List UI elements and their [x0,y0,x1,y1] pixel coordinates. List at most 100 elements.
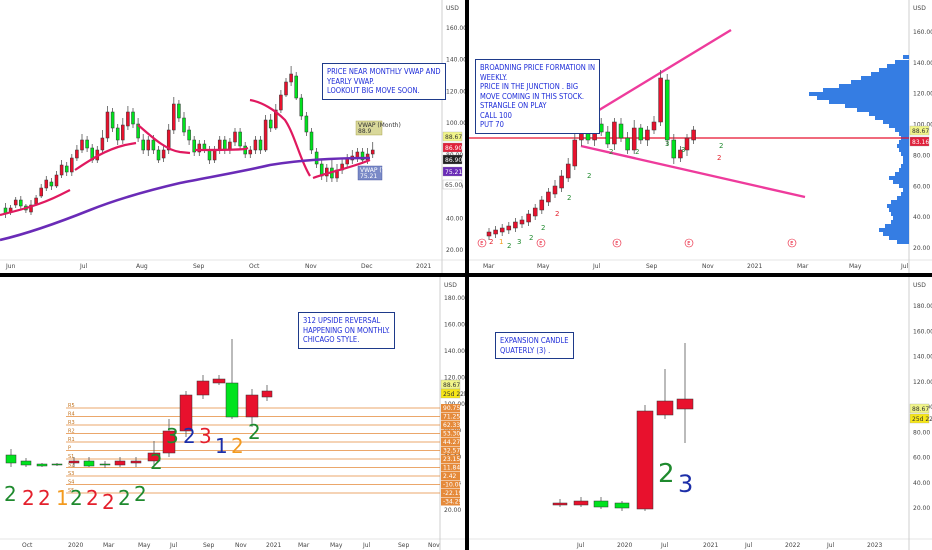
candle-body [546,191,551,203]
price-axis-label: 160.00 [444,322,465,329]
price-tag [909,403,930,414]
candle-body [309,131,314,151]
volume-profile-bar [899,184,909,188]
chart-panel-top-left[interactable]: USD160.00140.00120.00100.0080.0060.0040.… [0,0,465,273]
volume-profile-bar [895,60,909,64]
chart-tr[interactable]: USD160.00140.00120.00100.0080.0060.0040.… [469,0,932,273]
time-axis-label: May [138,542,151,549]
pivot-value: 53.30 [443,431,460,438]
price-axis-label: 120.00 [913,379,932,386]
chart-panel-bottom-left[interactable]: USD180.00160.00140.00120.00100.0080.0060… [0,277,465,550]
earnings-marker-label: E [539,241,542,247]
annotation-note: BROADNING PRICE FORMATION IN WEEKLY. PRI… [475,59,600,134]
price-tag [440,388,461,399]
price-tag [442,179,463,190]
volume-profile-bar [887,204,909,208]
time-axis-label: May [849,263,862,270]
time-axis-label: 2021 [747,263,762,270]
pivot-value: 11.84 [443,465,460,472]
candle-body [121,124,125,141]
candle-body [114,460,126,466]
candle-body [217,139,222,151]
volume-profile-bar [889,176,909,180]
price-tag-label: 86.90 [445,157,462,164]
count-digit: 3 [681,146,685,154]
count-digit: 2 [70,486,83,510]
volume-profile-bar [903,55,909,59]
candle-body [258,139,263,151]
price-axis-label: 40.00 [913,214,930,221]
pivot-value: 32.57 [443,448,460,455]
vwap-yearly-box [357,165,383,181]
price-tag-label: 86.90 [445,145,462,152]
price-axis-label: 180.00 [444,295,465,302]
time-axis-label: Nov [305,263,317,270]
chart-panel-top-right[interactable]: USD 160.00 140.00 120.00 100.00 80.00 60.00 40.… [469,0,932,273]
candle-body [532,207,538,217]
candle-body [49,181,54,187]
count-digit: 3 [665,140,669,148]
price-axis-label: USD [444,282,457,289]
earnings-marker-label: E [615,241,618,247]
candle-body [197,143,202,153]
volume-profile-bar [897,196,909,200]
candle-body [64,165,69,173]
candle-body [100,137,105,151]
candle-body [636,410,654,510]
chart-panel-bottom-right[interactable]: USD180.00160.00140.00120.00100.0080.0060… [469,277,932,550]
pivot-value: -10.08 [443,482,463,489]
candle-body [105,111,110,139]
count-digit: 2 [555,210,559,218]
chart-br[interactable]: USD180.00160.00140.00120.00100.0080.0060… [469,277,932,550]
volume-profile-bar [899,168,909,172]
candle-body [261,390,273,398]
price-axis-label: 140.00 [913,354,932,361]
chart-bl[interactable]: USD180.00160.00140.00120.00100.0080.0060… [0,277,465,550]
price-tag [909,136,930,147]
panel-divider-vertical[interactable] [465,0,469,550]
price-axis-label: 40.00 [913,480,930,487]
candle-body [486,231,492,237]
pivot-value: 2.42 [443,473,457,480]
candle-body [75,149,79,159]
pivot-label: P [68,446,71,452]
count-digit: 2 [507,242,511,250]
volume-profile-bar [839,84,909,88]
volume-profile-bar [887,64,909,68]
candle-body [130,460,142,464]
price-axis-label: 100.00 [913,122,932,129]
pivot-value-tag [441,446,460,455]
candle-body [34,197,38,205]
pivot-value-tag [441,455,460,463]
count-digit: 2 [183,424,196,448]
count-digit: 1 [499,238,503,246]
volume-profile-bar [861,76,909,80]
annotation-note: EXPANSION CANDLE QUATERLY (3) . [495,332,574,359]
time-axis-label: Mar [298,542,310,549]
count-digit: 2 [150,450,163,474]
candle-body [526,213,531,223]
count-digit: 2 [489,238,493,246]
volume-profile-bar [883,232,909,236]
volume-profile-bar [893,180,909,184]
earnings-marker [477,238,487,248]
time-axis-label: Jul [79,263,88,270]
pivot-label: S4 [68,480,74,486]
volume-profile-bar [897,240,909,244]
candle-body [671,139,677,159]
volume-profile-bar [891,200,909,204]
candle-body [664,79,670,141]
candle-body [5,454,17,464]
time-axis-label: Jun [5,263,16,270]
time-axis-label: 2020 [68,542,83,549]
candle-body [253,139,258,151]
time-axis-label: 2022 [785,542,800,549]
candle-body [651,121,657,131]
volume-profile-bar [879,228,909,232]
price-tag-label: 75.21 [445,169,462,176]
volume-profile-bar [897,144,909,148]
count-digit: 3 [166,424,179,448]
candle-body [19,199,23,207]
chart-tl[interactable]: USD160.00140.00120.00100.0080.0060.0040.… [0,0,465,273]
candle-body [631,127,637,151]
